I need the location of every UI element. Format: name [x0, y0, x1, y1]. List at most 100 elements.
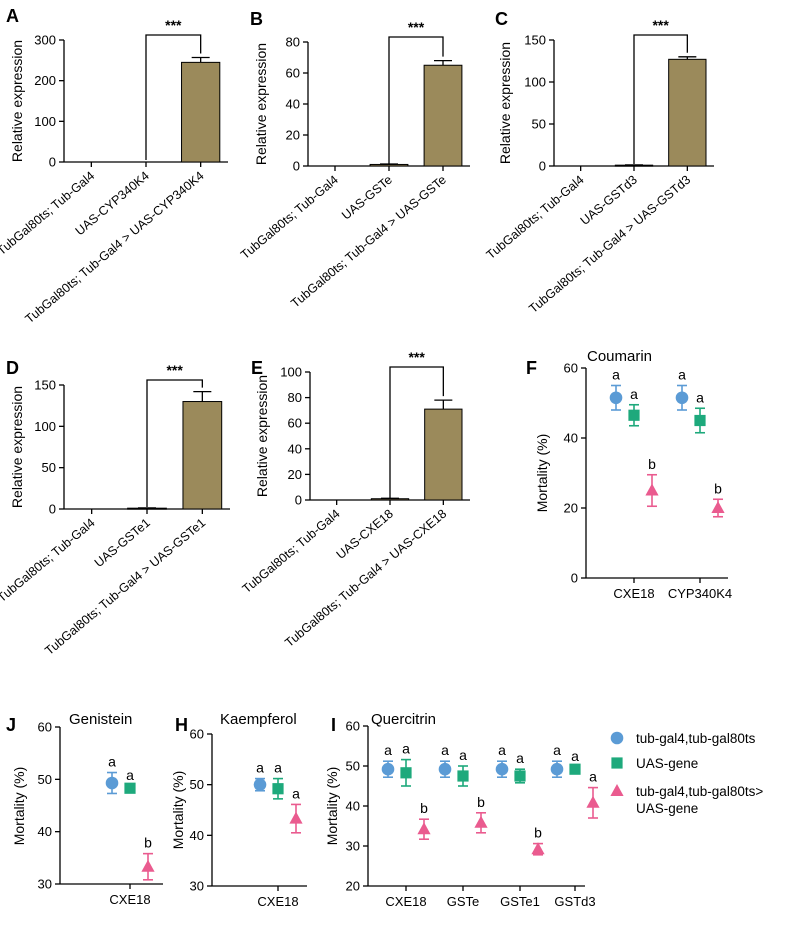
significance-bracket [633, 34, 688, 164]
y-tick-label: 200 [34, 73, 56, 88]
significance-label: *** [652, 17, 669, 33]
y-tick-label: 100 [34, 114, 56, 129]
bar [182, 401, 223, 510]
y-tick-label: 20 [288, 467, 302, 482]
significance-letter: a [459, 747, 467, 763]
y-tick-label: 50 [532, 117, 546, 132]
x-tick-label: CXE18 [613, 586, 654, 601]
significance-letter: a [589, 769, 597, 785]
y-tick-label: 40 [564, 431, 578, 446]
significance-label: *** [408, 19, 425, 35]
data-point-square [694, 414, 706, 427]
y-tick-label: 40 [286, 97, 300, 112]
y-tick-label: 0 [293, 159, 300, 174]
x-tick-label: TubGal80ts; Tub-Gal4 [484, 173, 587, 263]
significance-letter: a [630, 386, 638, 402]
bar [424, 408, 463, 501]
significance-letter: b [714, 480, 722, 496]
y-axis-label: Relative expression [254, 375, 270, 497]
panel-label: F [526, 358, 537, 378]
x-tick-label: UAS-GSTe [339, 173, 395, 223]
significance-label: *** [166, 362, 183, 378]
data-point-triangle [610, 784, 624, 796]
x-tick-label: TubGal80ts; Tub-Gal4 [240, 507, 343, 597]
y-tick-label: 60 [38, 720, 52, 735]
x-tick-label: TubGal80ts; Tub-Gal4 [238, 173, 341, 263]
y-tick-label: 50 [38, 772, 52, 787]
significance-letter: b [477, 794, 485, 810]
x-tick-label: CXE18 [257, 894, 298, 909]
data-point-circle [381, 762, 395, 776]
y-tick-label: 100 [280, 365, 302, 380]
data-point-triangle [586, 795, 600, 808]
significance-letter: a [441, 742, 449, 758]
y-tick-label: 80 [286, 35, 300, 50]
panel-title: Kaempferol [220, 711, 297, 728]
y-axis-label: Mortality (%) [324, 767, 340, 846]
data-point-circle [438, 762, 452, 776]
x-tick-label: CYP340K4 [668, 586, 732, 601]
panel-J: 30 40 50 60 Mortality (%) J Genistein CXE18 aa b [6, 711, 163, 907]
y-tick-label: 0 [571, 571, 578, 586]
data-point-circle [675, 391, 689, 405]
y-axis-label: Mortality (%) [11, 767, 27, 846]
x-tick-label: GSTe [447, 894, 480, 909]
y-tick-label: 50 [190, 777, 204, 792]
data-point-circle [105, 776, 119, 790]
y-tick-label: 300 [34, 33, 56, 48]
y-tick-label: 50 [42, 460, 56, 475]
data-point-triangle [289, 811, 303, 824]
data-point-circle [495, 762, 509, 776]
y-tick-label: 30 [346, 839, 360, 854]
data-point-triangle [474, 815, 488, 828]
significance-letter: b [648, 456, 656, 472]
data-point-square [124, 782, 136, 794]
y-tick-label: 150 [34, 378, 56, 393]
significance-bracket [146, 379, 203, 507]
legend-label: tub-gal4,tub-gal80ts> [636, 784, 763, 799]
y-tick-label: 100 [34, 419, 56, 434]
y-tick-label: 50 [346, 759, 360, 774]
panel-I: 20 30 40 50 60 Mortality (%) I Quercitrin CXE18 a… [324, 711, 600, 909]
panel-label: J [6, 715, 16, 735]
panel-title: Quercitrin [371, 711, 436, 728]
x-tick-label: TubGal80ts; Tub-Gal4 [0, 516, 98, 606]
y-tick-label: 60 [286, 66, 300, 81]
significance-letter: a [402, 741, 410, 757]
y-tick-label: 60 [346, 719, 360, 734]
legend-label: tub-gal4,tub-gal80ts [636, 731, 756, 746]
significance-bracket [145, 34, 202, 160]
x-tick-label: CXE18 [385, 894, 426, 909]
panel-label: A [6, 6, 19, 26]
y-tick-label: 40 [288, 441, 302, 456]
data-point-circle [610, 731, 624, 745]
data-point-square [272, 783, 284, 795]
panel-A: 0 100 200 300 Relative expression A TubGal80ts… [0, 6, 228, 326]
data-point-triangle [645, 483, 659, 496]
data-point-triangle [711, 501, 725, 513]
y-tick-label: 40 [346, 799, 360, 814]
data-point-triangle [531, 842, 545, 855]
significance-label: *** [408, 349, 425, 365]
significance-letter: a [126, 767, 134, 783]
y-tick-label: 0 [539, 159, 546, 174]
y-tick-label: 0 [49, 155, 56, 170]
significance-letter: b [534, 825, 542, 841]
data-point-square [628, 409, 640, 421]
y-axis-label: Relative expression [497, 42, 513, 164]
x-tick-label: CXE18 [109, 892, 150, 907]
significance-letter: a [553, 742, 561, 758]
data-point-square [611, 757, 623, 769]
y-axis-label: Relative expression [9, 40, 25, 162]
panel-label: D [6, 358, 19, 378]
y-axis-label: Relative expression [253, 43, 269, 165]
data-point-square [457, 770, 469, 782]
y-axis-label: Mortality (%) [170, 771, 186, 850]
significance-letter: a [256, 760, 264, 776]
y-tick-label: 40 [38, 824, 52, 839]
y-tick-label: 20 [564, 501, 578, 516]
y-tick-label: 60 [564, 361, 578, 376]
